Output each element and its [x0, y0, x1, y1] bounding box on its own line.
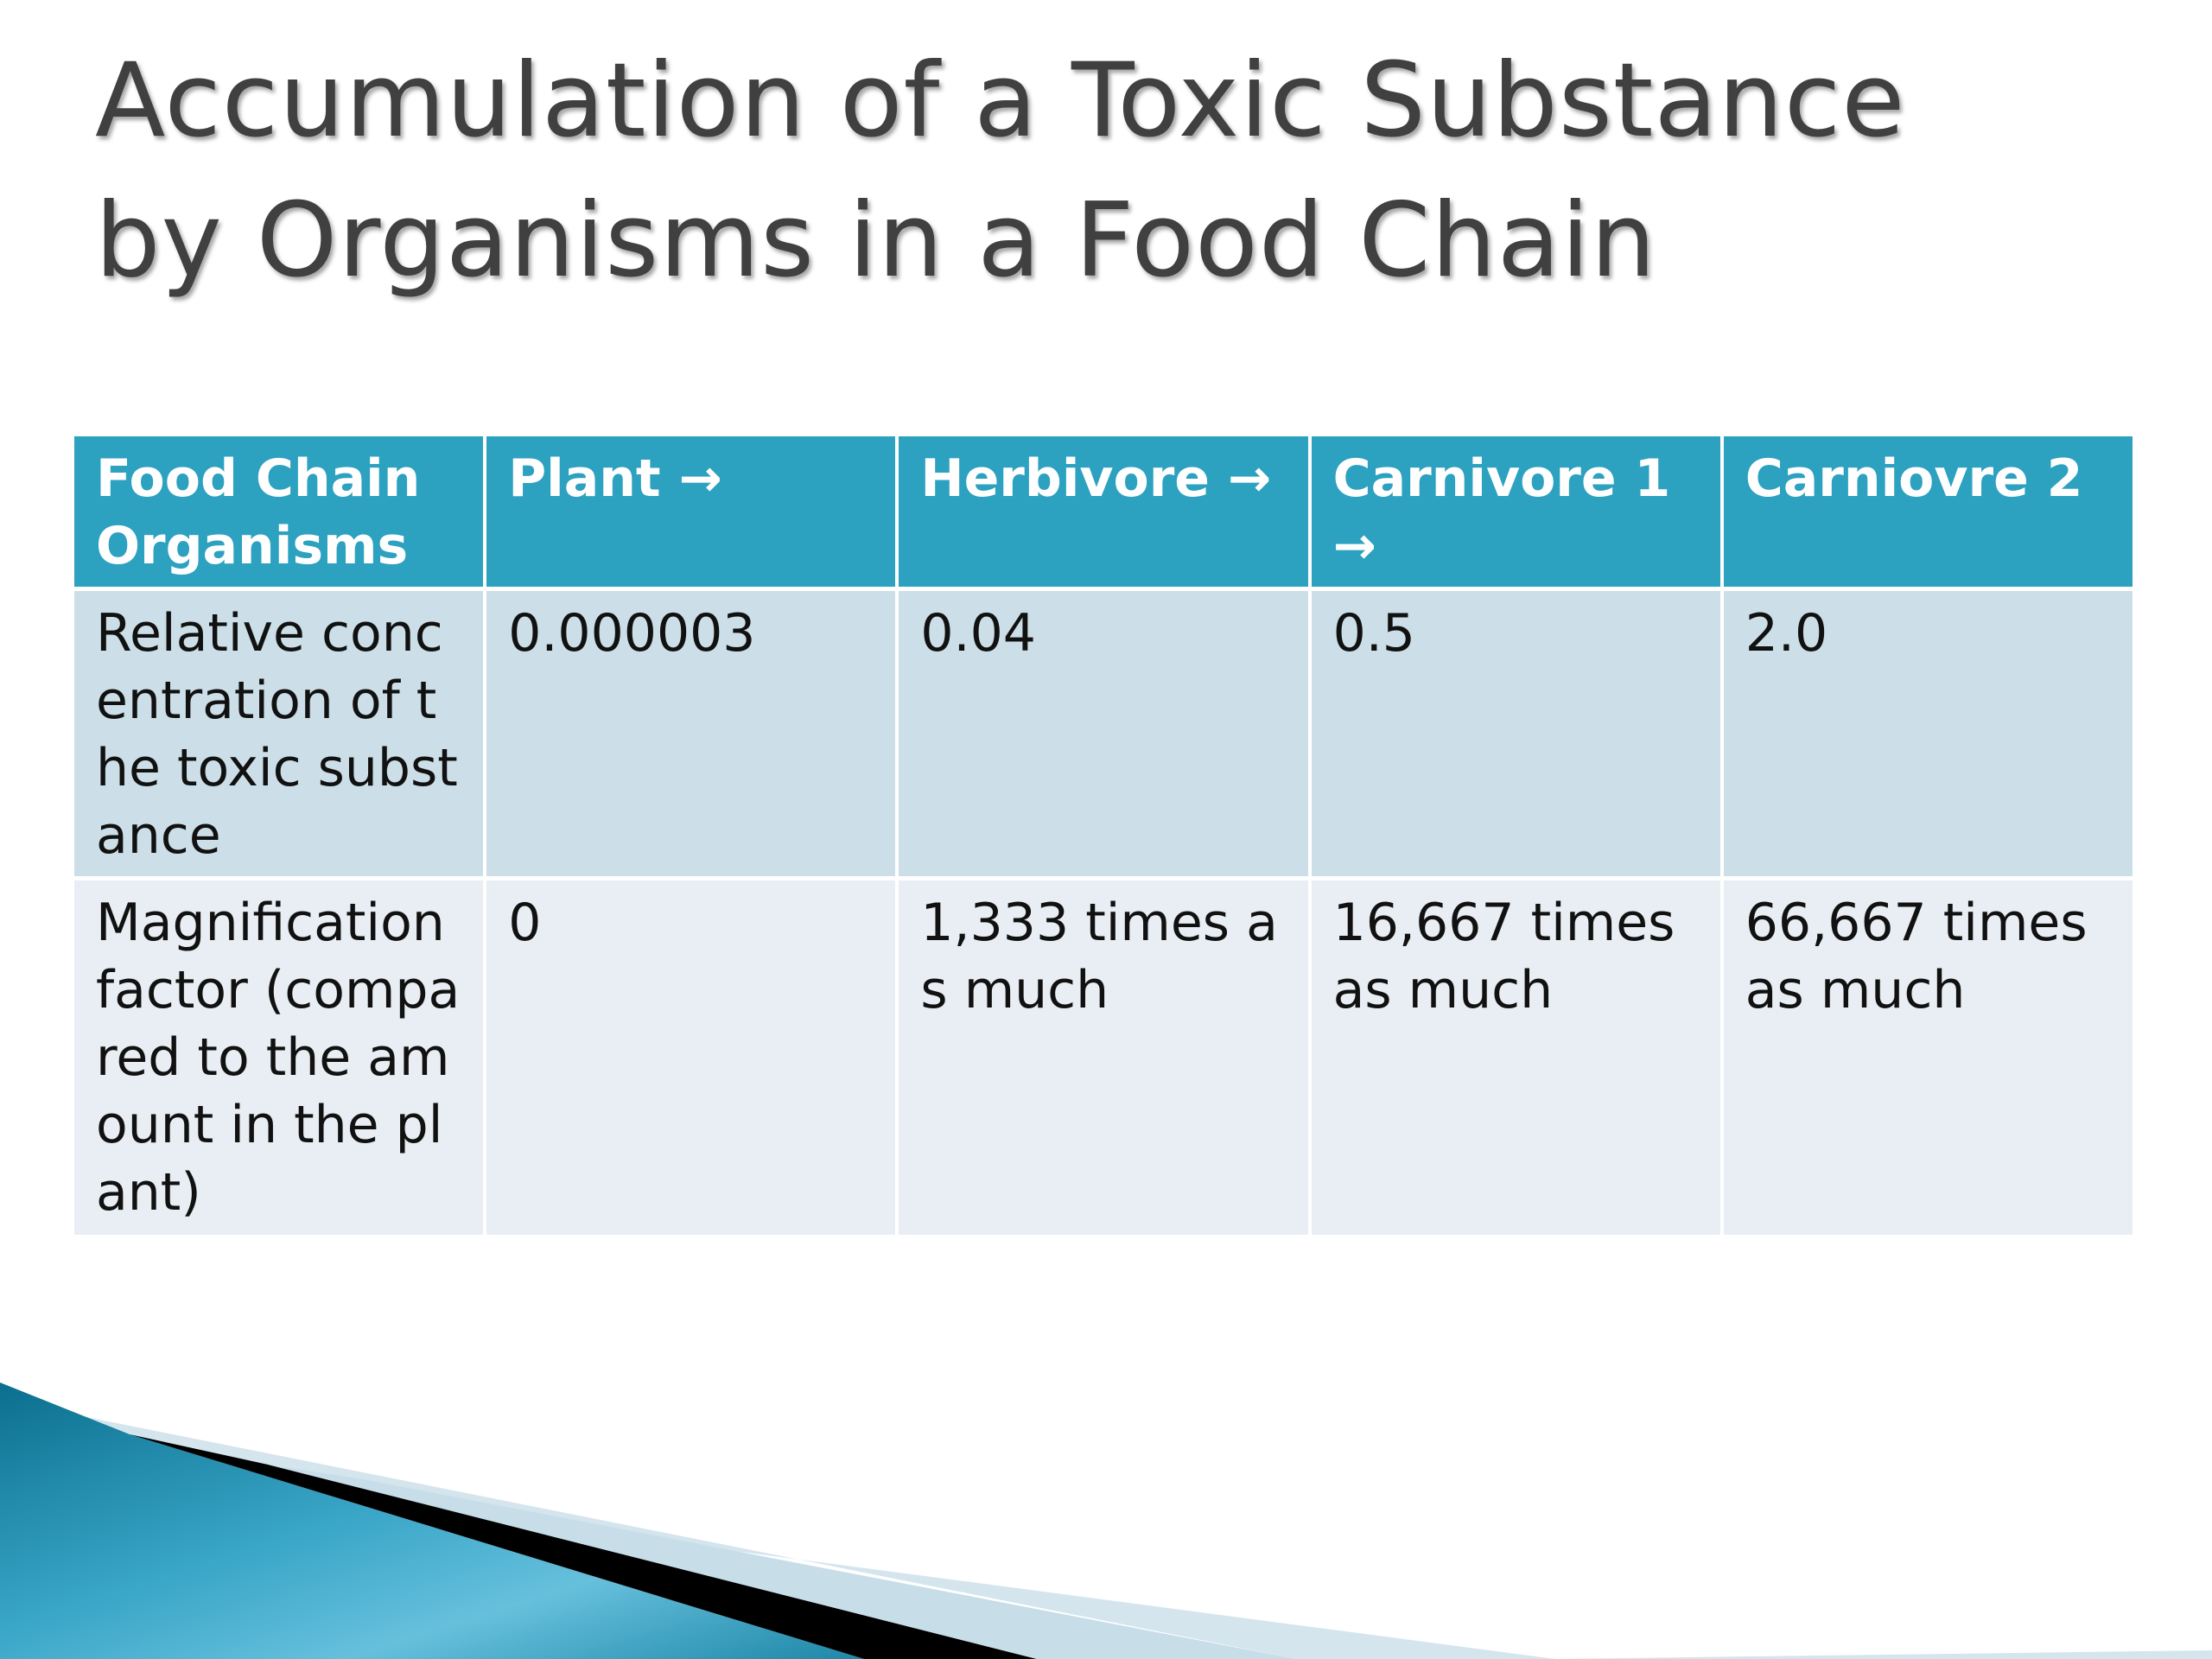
table-cell: 0.04: [899, 591, 1308, 876]
row-label-relative-concentration: Relative concentration of the toxic subs…: [74, 591, 484, 876]
header-plant: Plant →: [486, 436, 896, 587]
decor-teal-wedge: [0, 1382, 864, 1659]
header-carnivore-1: Carnivore 1 →: [1311, 436, 1720, 587]
header-carnivore-2: Carniovre 2: [1723, 436, 2133, 587]
slide-title: Accumulation of a Toxic Substance by Org…: [95, 31, 2152, 311]
header-herbivore: Herbivore →: [899, 436, 1308, 587]
food-chain-table: Food Chain Organisms Plant → Herbivore →…: [71, 432, 2136, 1239]
table-row: Magnification factor (compared to the am…: [74, 880, 2133, 1235]
header-food-chain-organisms: Food Chain Organisms: [74, 436, 484, 587]
table-cell: 16,667 times as much: [1311, 880, 1720, 1235]
slide-corner-decoration: [0, 1382, 2212, 1659]
decor-light-band: [0, 1400, 2212, 1659]
decor-pale-stripe: [268, 1465, 1296, 1659]
table-cell: 0: [486, 880, 896, 1235]
decor-black-stripe: [130, 1434, 1037, 1659]
table-cell: 0.000003: [486, 591, 896, 876]
table-cell: 2.0: [1723, 591, 2133, 876]
slide-title-line-2: by Organisms in a Food Chain: [95, 181, 1657, 301]
table-cell: 0.5: [1311, 591, 1720, 876]
slide-title-line-1: Accumulation of a Toxic Substance: [95, 41, 1906, 161]
table-cell: 66,667 times as much: [1723, 880, 2133, 1235]
table-cell: 1,333 times as much: [899, 880, 1308, 1235]
row-label-magnification-factor: Magnification factor (compared to the am…: [74, 880, 484, 1235]
table-row: Relative concentration of the toxic subs…: [74, 591, 2133, 876]
table-header-row: Food Chain Organisms Plant → Herbivore →…: [74, 436, 2133, 587]
